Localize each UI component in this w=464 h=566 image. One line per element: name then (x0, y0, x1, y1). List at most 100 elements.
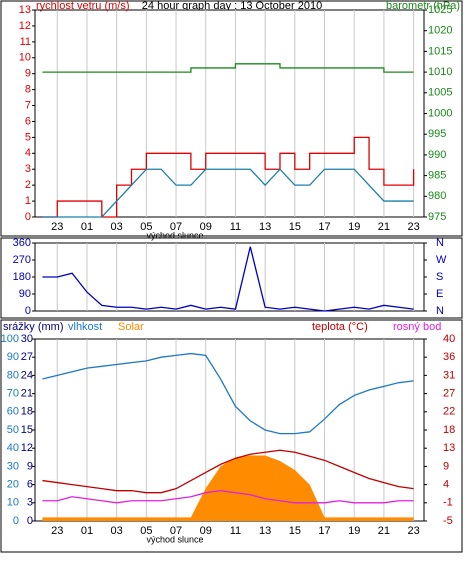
precip-tick-label: 24 (21, 369, 33, 381)
x-tick-label: 23 (407, 525, 419, 537)
precip-tick-label: 27 (21, 351, 33, 363)
x-tick-label: 07 (170, 221, 182, 233)
x-tick-label: 07 (170, 525, 182, 537)
y2-tick-label: 31 (443, 369, 455, 381)
x-tick-label: 05 (140, 221, 152, 233)
x-tick-label: 23 (407, 221, 419, 233)
x-tick-label: 15 (289, 221, 301, 233)
x-tick-label: 01 (81, 525, 93, 537)
y-tick-label: 90 (19, 288, 31, 300)
y-tick-label: 100 (1, 333, 19, 345)
y2-tick-label: 995 (428, 128, 446, 140)
series-line (42, 168, 414, 218)
precip-tick-label: 9 (27, 460, 33, 472)
y2-axis-title: barometr (hPa) (386, 0, 460, 12)
legend-label: Solar (118, 321, 144, 333)
x-tick-label: 13 (259, 525, 271, 537)
y-tick-label: 10 (19, 52, 31, 64)
x-tick-label: 17 (318, 221, 330, 233)
x-tick-label: 01 (81, 221, 93, 233)
y-tick-label: 4 (25, 147, 31, 159)
x-tick-label: 17 (318, 525, 330, 537)
y2-tick-label: W (436, 254, 447, 266)
y2-tick-label: 990 (428, 149, 446, 161)
y2-tick-label: 27 (443, 388, 455, 400)
legend-label: vlhkost (68, 321, 102, 333)
x-tick-label: 03 (111, 221, 123, 233)
y-tick-label: 0 (25, 305, 31, 317)
x-tick-label: 03 (111, 525, 123, 537)
annotation: východ slunce (146, 534, 203, 544)
y2-tick-label: 980 (428, 190, 446, 202)
precip-tick-label: 0 (27, 515, 33, 527)
y-tick-label: 80 (7, 369, 19, 381)
y2-tick-label: 1025 (428, 4, 452, 16)
series-line (42, 352, 414, 435)
y-tick-label: 13 (19, 4, 31, 16)
y-tick-label: 20 (7, 479, 19, 491)
y2-tick-label: 40 (443, 333, 455, 345)
y2-tick-label: 985 (428, 170, 446, 182)
y2-tick-label: 1020 (428, 25, 452, 37)
y-axis-title: rychlost vetru (m/s) (36, 0, 130, 12)
x-tick-label: 15 (289, 525, 301, 537)
y-tick-label: 12 (19, 20, 31, 32)
series-line (42, 136, 415, 218)
x-tick-label: 21 (378, 525, 390, 537)
x-tick-label: 11 (230, 221, 241, 233)
legend-label: rosný bod (393, 321, 441, 333)
plot-area (34, 9, 425, 218)
y-tick-label: 2 (25, 179, 31, 191)
y-tick-label: 1 (25, 195, 31, 207)
y2-tick-label: N (436, 305, 444, 317)
y-tick-label: 180 (13, 271, 31, 283)
series-line (42, 449, 414, 494)
chart-title: 24 hour graph day : 13 October 2010 (142, 0, 322, 12)
x-tick-label: 19 (348, 221, 360, 233)
precip-tick-label: 15 (21, 424, 33, 436)
precip-tick-label: 21 (21, 388, 33, 400)
precip-tick-label: 30 (21, 333, 33, 345)
y2-tick-label: 1010 (428, 66, 452, 78)
y2-tick-label: 975 (428, 211, 446, 223)
x-tick-label: 09 (200, 221, 212, 233)
series-line (42, 490, 414, 504)
y-tick-label: 70 (7, 388, 19, 400)
y2-tick-label: 18 (443, 424, 455, 436)
y2-tick-label: N (436, 237, 444, 249)
y-tick-label: 10 (7, 497, 19, 509)
precip-tick-label: 6 (27, 479, 33, 491)
y-tick-label: 90 (7, 351, 19, 363)
y-tick-label: 50 (7, 424, 19, 436)
y2-tick-label: 1000 (428, 107, 452, 119)
y-tick-label: 5 (25, 131, 31, 143)
series-line (42, 246, 414, 312)
y-tick-label: 11 (20, 36, 31, 48)
series-line (42, 63, 414, 73)
y-tick-label: 360 (13, 237, 31, 249)
y2-tick-label: 36 (443, 351, 455, 363)
y-axis-title: srážky (mm) (3, 321, 64, 333)
y-tick-label: 3 (25, 163, 31, 175)
y-tick-label: 8 (25, 84, 31, 96)
plot-area (34, 242, 425, 312)
legend-label: teplota (°C) (312, 321, 368, 333)
solar-area (42, 455, 414, 521)
y-tick-label: 0 (13, 515, 19, 527)
panel-frame (0, 237, 463, 319)
x-tick-label: 23 (51, 221, 63, 233)
x-tick-label: 21 (378, 221, 390, 233)
y2-tick-label: 9 (443, 460, 449, 472)
x-tick-label: 11 (230, 525, 241, 537)
y-tick-label: 270 (13, 254, 31, 266)
y-tick-label: 60 (7, 406, 19, 418)
panel-frame (0, 0, 463, 237)
y-tick-label: 0 (25, 211, 31, 223)
y-tick-label: 6 (25, 115, 31, 127)
x-tick-label: 05 (140, 525, 152, 537)
y-tick-label: 9 (25, 68, 31, 80)
y2-tick-label: 1005 (428, 87, 452, 99)
x-tick-label: 09 (200, 525, 212, 537)
y2-tick-label: 22 (443, 406, 455, 418)
